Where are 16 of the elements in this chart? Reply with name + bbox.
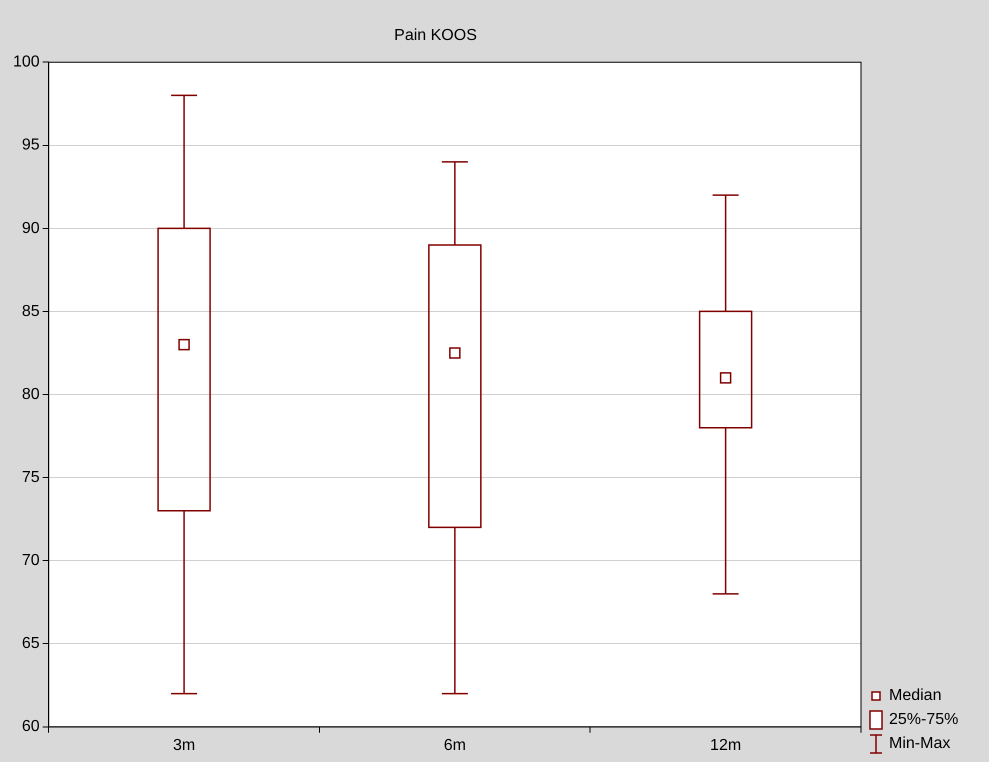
y-tick-label: 80	[22, 386, 40, 403]
y-tick-label: 75	[22, 468, 40, 486]
x-tick-label: 3m	[172, 736, 196, 754]
text: Min-Max	[889, 735, 950, 753]
y-tick-label: 65	[22, 635, 40, 652]
y-tick-label: 95	[22, 136, 40, 154]
text: 25%-75%	[889, 711, 958, 729]
y-tick-label: 60	[22, 718, 40, 736]
chart-title: Pain KOOS	[394, 27, 477, 44]
x-tick-label: 6m	[444, 736, 466, 754]
x-tick-label: 12m	[710, 736, 742, 754]
y-tick-label: 100	[12, 54, 40, 71]
text: Median	[889, 687, 942, 705]
y-tick-label: 90	[22, 220, 40, 237]
y-tick-label: 70	[22, 552, 40, 570]
y-tick-label: 85	[22, 302, 40, 320]
